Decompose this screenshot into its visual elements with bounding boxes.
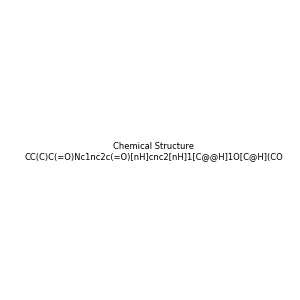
Text: Chemical Structure
CC(C)C(=O)Nc1nc2c(=O)[nH]cnc2[nH]1[C@@H]1O[C@H](CO: Chemical Structure CC(C)C(=O)Nc1nc2c(=O)… xyxy=(24,142,283,161)
